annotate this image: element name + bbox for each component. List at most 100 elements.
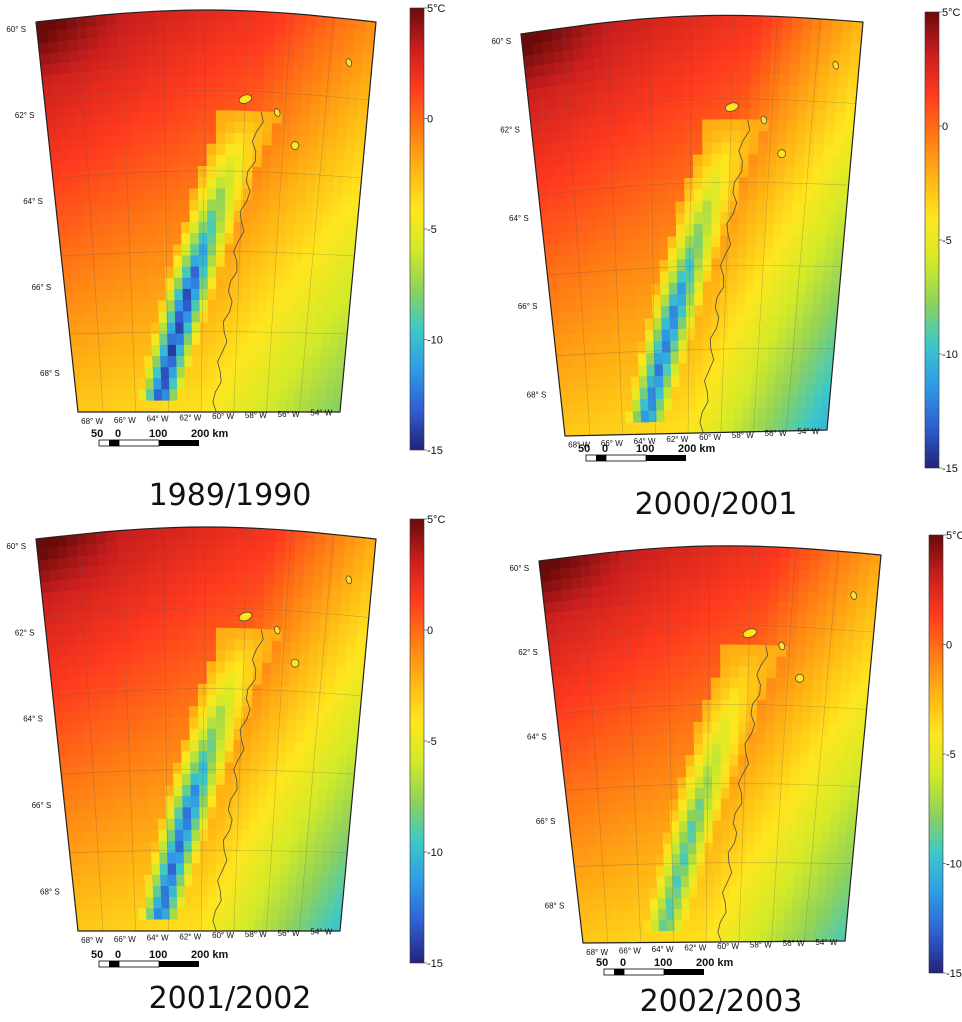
map-panel-3: 60° S 62° S 64° S 66° S 68° S 68° W 66° W 64° W… (0, 511, 481, 1022)
panel-title-1: 1989/1990 (148, 478, 312, 513)
lon-label: 60° W (212, 412, 234, 421)
lon-label: 60° W (699, 433, 721, 442)
lon-label: 56° W (278, 929, 300, 938)
lat-label: 64° S (23, 197, 43, 206)
island (238, 611, 253, 622)
map-field (539, 545, 881, 944)
coastline (212, 111, 264, 413)
colorbar-tick-label: 5°C (427, 3, 446, 15)
lat-label: 66° S (32, 801, 52, 810)
lat-label: 62° S (518, 648, 538, 657)
colorbar-tick-label: -15 (946, 968, 962, 980)
lat-label: 62° S (15, 628, 35, 637)
map-field (36, 10, 376, 412)
lat-label: 66° S (518, 302, 538, 311)
lat-label: 64° S (509, 214, 529, 223)
island (274, 108, 281, 117)
lon-label: 56° W (765, 429, 787, 438)
lon-label: 66° W (114, 935, 136, 944)
colorbar-tick-label: 5°C (946, 530, 962, 542)
lon-label: 66° W (619, 946, 641, 955)
lat-label: 64° S (23, 715, 43, 724)
coastline (717, 645, 769, 943)
colorbar-tick-label: -5 (427, 736, 437, 748)
lat-label: 68° S (40, 888, 60, 897)
lat-label: 64° S (527, 733, 547, 742)
scale-bar-label: 200 km (696, 957, 734, 969)
island (238, 94, 253, 104)
lat-label: 60° S (509, 564, 529, 573)
colorbar-tick-label: -10 (946, 859, 962, 871)
lat-label: 60° S (491, 37, 511, 46)
graticule (529, 15, 856, 436)
temperature-map-1: 60° S 62° S 64° S 66° S 68° S 68° W 66° W 64° W… (6, 3, 446, 457)
island (760, 115, 768, 125)
lon-label: 62° W (179, 413, 201, 422)
map-frame (538, 545, 882, 944)
lon-label: 66° W (114, 416, 136, 425)
lon-label: 62° W (179, 932, 201, 941)
scale-bar: 50 0 100 200 km (596, 957, 734, 976)
map-panel-2: 60° S 62° S 64° S 66° S 68° S 68° W 66° W 64° W… (481, 0, 962, 522)
scale-bar-label: 50 (578, 443, 590, 455)
colorbar-tick-label: -15 (427, 445, 443, 457)
colorbar-tick-label: -15 (942, 463, 958, 475)
colorbar-tick-label: -10 (427, 335, 443, 347)
lon-label: 58° W (750, 941, 772, 950)
scale-bar-label: 0 (115, 428, 121, 440)
lon-label: 68° W (568, 441, 590, 450)
scale-bar-label: 100 (149, 428, 167, 440)
scale-bar-label: 200 km (191, 949, 229, 961)
island (777, 149, 787, 159)
graticule (44, 9, 369, 413)
coastline (699, 119, 751, 433)
colorbar-tick-label: 0 (427, 114, 433, 126)
lon-label: 60° W (212, 931, 234, 940)
island (345, 58, 353, 67)
lat-label: 60° S (6, 542, 26, 551)
colorbar (409, 7, 425, 451)
colorbar-tick-label: 0 (427, 625, 433, 637)
island (778, 641, 786, 651)
lat-label: 60° S (6, 25, 26, 34)
map-frame (520, 14, 864, 437)
island (345, 575, 353, 585)
lon-label: 58° W (245, 411, 267, 420)
lon-label: 68° W (586, 948, 608, 957)
scale-bar-label: 100 (654, 957, 672, 969)
lon-label: 64° W (634, 437, 656, 446)
colorbar (928, 534, 944, 974)
scale-bar-label: 50 (91, 949, 103, 961)
map-field (36, 527, 376, 931)
lon-label: 64° W (147, 415, 169, 424)
scale-bar-label: 100 (149, 949, 167, 961)
map-frame (35, 526, 377, 932)
lon-label: 54° W (310, 409, 332, 418)
lat-label: 68° S (545, 901, 565, 910)
island (724, 102, 739, 112)
lon-label: 68° W (81, 936, 103, 945)
lon-label: 64° W (147, 934, 169, 943)
lon-label: 56° W (783, 939, 805, 948)
colorbar-tick-label: 0 (946, 640, 952, 652)
colorbar-tick-label: 0 (942, 121, 948, 133)
colorbar-tick-label: -10 (942, 349, 958, 361)
scale-bar: 50 0 100 200 km (91, 949, 229, 968)
temperature-map-4: 60° S 62° S 64° S 66° S 68° S 68° W 66° W 64° W… (509, 530, 962, 980)
coastline (212, 629, 264, 932)
map-frame (35, 9, 377, 413)
lon-label: 58° W (732, 431, 754, 440)
scale-bar: 50 0 100 200 km (91, 428, 229, 447)
lat-label: 68° S (40, 369, 60, 378)
lat-label: 66° S (536, 817, 556, 826)
scale-bar-label: 200 km (191, 428, 229, 440)
lon-label: 66° W (601, 439, 623, 448)
lat-label: 66° S (32, 283, 52, 292)
scale-bar-label: 0 (620, 957, 626, 969)
map-panel-4: 60° S 62° S 64° S 66° S 68° S 68° W 66° W 64° W… (481, 511, 962, 1022)
scale-bar-label: 100 (636, 443, 654, 455)
colorbar (409, 518, 425, 964)
lon-label: 54° W (797, 427, 819, 436)
island (274, 625, 281, 635)
island (290, 141, 300, 150)
